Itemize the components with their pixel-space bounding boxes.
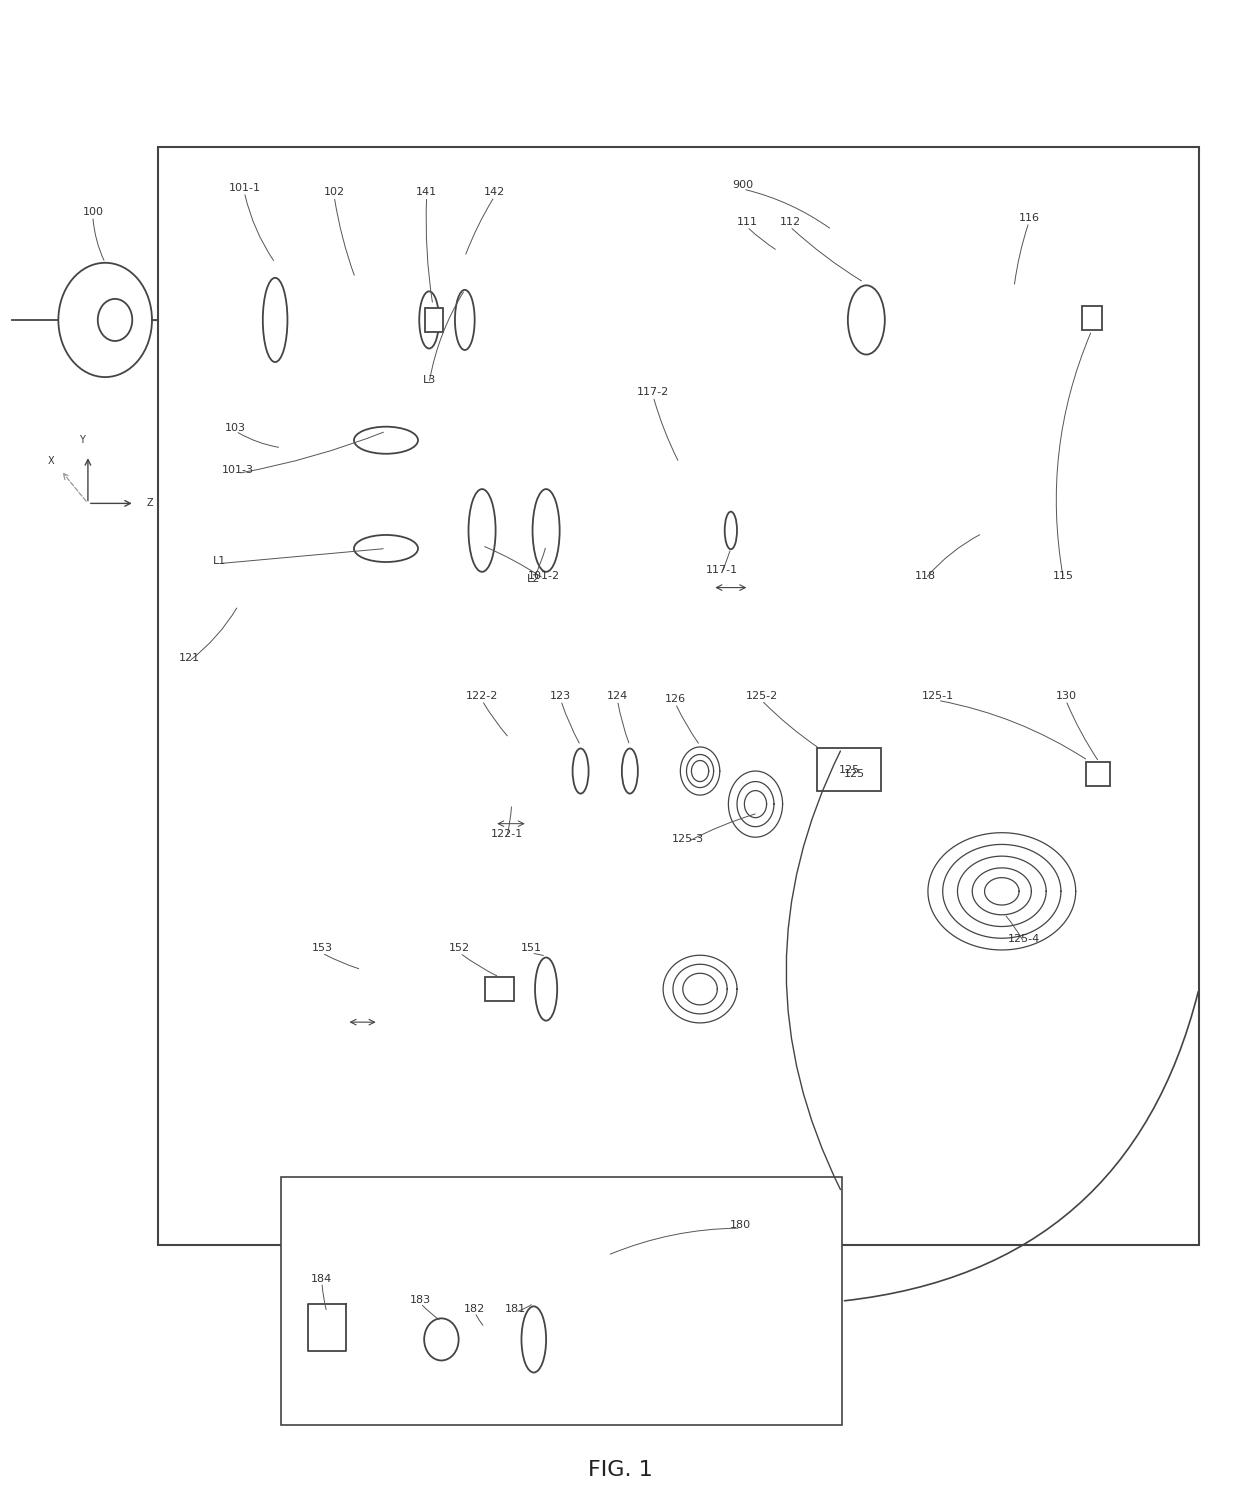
Text: 141: 141 <box>417 187 438 197</box>
Text: 122-1: 122-1 <box>491 829 523 839</box>
Text: 121: 121 <box>179 653 200 664</box>
Text: 116: 116 <box>1018 213 1039 222</box>
Text: 125-4: 125-4 <box>1008 934 1040 945</box>
Text: X: X <box>47 457 55 466</box>
Text: Z: Z <box>146 499 153 508</box>
Bar <box>1081 307 1101 331</box>
Text: 101-3: 101-3 <box>222 466 254 475</box>
Text: 125-2: 125-2 <box>745 691 777 702</box>
Text: 124: 124 <box>606 691 629 702</box>
Text: 101-1: 101-1 <box>228 183 260 192</box>
Text: FIG. 1: FIG. 1 <box>588 1461 652 1480</box>
Text: 100: 100 <box>82 207 103 216</box>
Text: 125: 125 <box>843 770 864 779</box>
Text: 153: 153 <box>311 943 332 954</box>
Text: 122-2: 122-2 <box>466 691 498 702</box>
Text: 151: 151 <box>521 943 542 954</box>
Ellipse shape <box>573 748 589 794</box>
Text: 101-2: 101-2 <box>527 570 559 581</box>
Text: 130: 130 <box>1055 691 1076 702</box>
Text: 181: 181 <box>505 1305 526 1314</box>
Text: 112: 112 <box>780 218 801 227</box>
Text: 118: 118 <box>915 570 936 581</box>
Ellipse shape <box>532 488 559 572</box>
Ellipse shape <box>522 1306 546 1373</box>
Text: 142: 142 <box>484 187 505 197</box>
Bar <box>281 1176 842 1426</box>
Ellipse shape <box>724 511 737 549</box>
Text: 102: 102 <box>324 187 345 197</box>
Text: 103: 103 <box>226 423 247 434</box>
Ellipse shape <box>469 488 496 572</box>
Text: 125-3: 125-3 <box>672 833 704 844</box>
Text: L2: L2 <box>527 573 541 584</box>
Text: L3: L3 <box>423 375 435 386</box>
Ellipse shape <box>621 748 637 794</box>
Text: 123: 123 <box>551 691 572 702</box>
Text: 117-2: 117-2 <box>637 387 670 398</box>
Text: 152: 152 <box>449 943 470 954</box>
Text: 184: 184 <box>311 1275 332 1284</box>
Text: 126: 126 <box>665 694 686 705</box>
Ellipse shape <box>424 1318 459 1361</box>
Text: 183: 183 <box>410 1296 432 1305</box>
Bar <box>159 147 1199 1244</box>
Ellipse shape <box>353 535 418 562</box>
Text: 125-1: 125-1 <box>921 691 954 702</box>
Ellipse shape <box>353 426 418 454</box>
Text: 900: 900 <box>733 180 754 189</box>
Ellipse shape <box>419 292 439 348</box>
Bar <box>425 308 443 333</box>
Text: Y: Y <box>79 435 84 445</box>
Bar <box>485 977 515 1001</box>
Text: 111: 111 <box>737 218 758 227</box>
Text: 117-1: 117-1 <box>706 564 738 575</box>
Bar <box>1085 762 1110 786</box>
Ellipse shape <box>58 263 153 376</box>
Text: 115: 115 <box>1053 570 1074 581</box>
Ellipse shape <box>848 286 885 354</box>
Bar <box>817 748 882 791</box>
Ellipse shape <box>98 299 133 342</box>
Text: 182: 182 <box>464 1305 485 1314</box>
Text: 180: 180 <box>730 1220 751 1231</box>
Ellipse shape <box>263 278 288 361</box>
Text: L1: L1 <box>213 555 227 565</box>
Text: 125: 125 <box>838 765 859 774</box>
Ellipse shape <box>534 957 557 1021</box>
Ellipse shape <box>455 290 475 349</box>
